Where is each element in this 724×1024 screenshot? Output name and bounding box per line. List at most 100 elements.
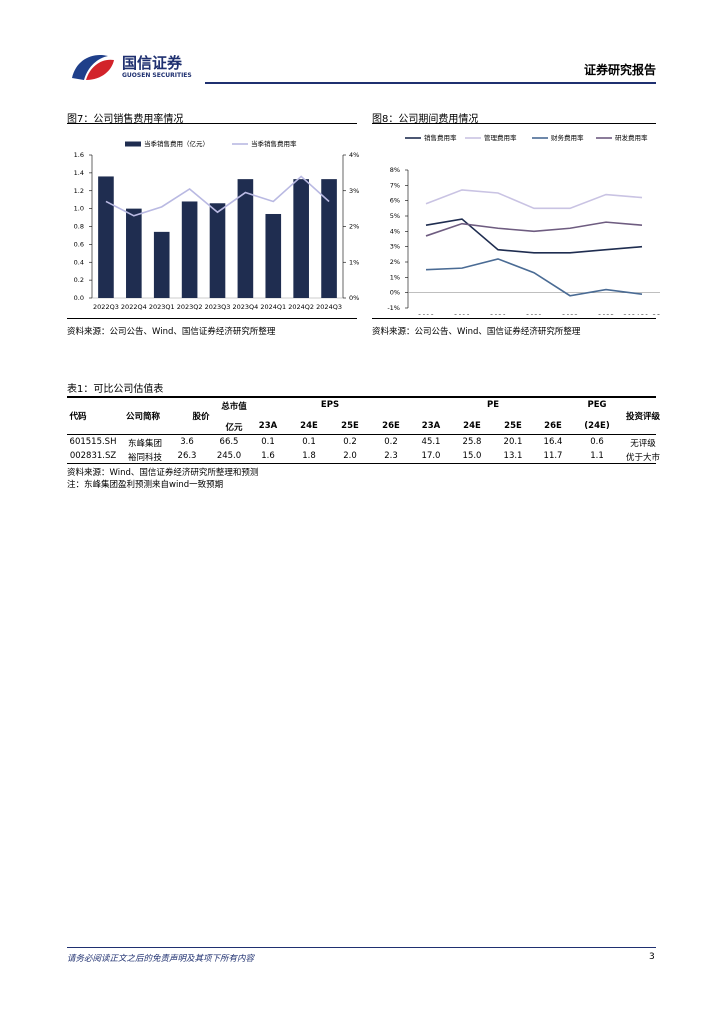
- table-header: 公司简称: [125, 412, 161, 422]
- bar: [209, 203, 226, 298]
- table-subheader: 26E: [544, 421, 562, 431]
- table-cell: 45.1: [421, 437, 441, 447]
- x-tick-label: 2024Q2: [288, 303, 314, 311]
- table-header: 代码: [69, 412, 87, 422]
- x-tick-label: 2023Q3: [205, 303, 231, 311]
- x-tick-label: 2023Q1: [149, 303, 175, 311]
- y2-tick-label: 3%: [349, 187, 359, 195]
- legend-label: 财务费用率: [551, 133, 584, 142]
- x-tick-label: 2020: [490, 313, 507, 315]
- table-subheader: 24E: [463, 421, 481, 431]
- y-tick-label: -1%: [387, 304, 400, 312]
- x-tick-label: 2024Q1: [260, 303, 286, 311]
- y-tick-label: 8%: [390, 166, 400, 174]
- y-tick-label: 7%: [390, 181, 400, 189]
- table-cell: 15.0: [462, 451, 482, 461]
- y-tick-label: 1.2: [74, 187, 84, 195]
- legend-label: 当季销售费用率: [251, 139, 297, 148]
- y-tick-label: 0.0: [74, 294, 84, 302]
- y-tick-label: 1%: [390, 273, 400, 281]
- line: [425, 258, 643, 297]
- y-tick-label: 2%: [390, 258, 400, 266]
- x-tick-label: 2024Q1-Q3: [623, 313, 661, 315]
- bar: [293, 179, 309, 298]
- table-source: 资料来源：Wind、国信证券经济研究所整理和预测: [67, 468, 259, 478]
- rule: [67, 318, 357, 319]
- bar: [265, 213, 282, 298]
- legend-label: 研发费用率: [615, 133, 648, 142]
- legend-label: 管理费用率: [484, 133, 517, 142]
- disclaimer: 请务必阅读正文之后的免责声明及其项下所有内容: [67, 954, 255, 964]
- bar: [321, 179, 337, 298]
- y-tick-label: 0.4: [74, 258, 84, 266]
- figure-title: 图7：公司销售费用率情况: [67, 114, 184, 125]
- table-cell: 0.2: [343, 437, 357, 447]
- y2-tick-label: 2%: [349, 223, 359, 231]
- chart: -1% 0% 1% 2% 3% 4% 5% 6% 7% 8% 2018 2019 2020 2021 202…: [387, 133, 661, 315]
- table-cell: 0.1: [302, 437, 316, 447]
- y2-tick-label: 4%: [349, 151, 359, 159]
- table-cell: 2.0: [343, 451, 357, 461]
- y-tick-label: 1.0: [74, 205, 84, 213]
- table-header: 股价: [192, 412, 210, 422]
- table-cell: 裕同科技: [127, 453, 163, 463]
- line: [425, 189, 643, 210]
- table-subheader: 亿元: [225, 423, 243, 433]
- figure-source: 资料来源：公司公告、Wind、国信证券经济研究所整理: [67, 327, 276, 337]
- table-header: PEG: [587, 400, 607, 410]
- table-cell: 66.5: [219, 437, 239, 447]
- x-tick-label: 2022Q4: [121, 303, 147, 311]
- y2-tick-label: 0%: [349, 294, 359, 302]
- table-rule: [67, 463, 656, 464]
- bar: [153, 231, 170, 298]
- figure-source: 资料来源：公司公告、Wind、国信证券经济研究所整理: [372, 327, 581, 337]
- table-cell: 优于大市: [625, 453, 661, 463]
- x-tick-label: 2023: [598, 313, 615, 315]
- table-subheader: 26E: [382, 421, 400, 431]
- table-header: 总市值: [221, 402, 247, 412]
- footer-rule: [67, 947, 656, 948]
- line: [425, 221, 643, 237]
- table-cell: 1.1: [590, 451, 604, 461]
- line: [105, 175, 330, 217]
- figure-title: 图8：公司期间费用情况: [372, 114, 479, 125]
- y-tick-label: 1.4: [74, 169, 84, 177]
- table-cell: 20.1: [503, 437, 523, 447]
- bar: [98, 176, 114, 298]
- table-note: 注：东峰集团盈利预测来自wind一致预期: [67, 480, 224, 490]
- table-title: 表1：可比公司估值表: [67, 384, 164, 395]
- rule: [372, 123, 656, 124]
- page-number: 3: [649, 952, 655, 962]
- table-cell: 17.0: [421, 451, 441, 461]
- x-tick-label: 2024Q3: [316, 303, 342, 311]
- y-tick-label: 3%: [390, 243, 400, 251]
- table-cell: 0.2: [384, 437, 398, 447]
- table-subheader: 25E: [341, 421, 359, 431]
- y-tick-label: 0.8: [74, 223, 84, 231]
- legend-swatch: [125, 141, 141, 147]
- table-header: EPS: [320, 400, 340, 410]
- table-cell: 0.6: [590, 437, 604, 447]
- table-cell: 26.3: [177, 451, 197, 461]
- bar: [237, 179, 254, 298]
- table-cell: 1.6: [261, 451, 275, 461]
- rule: [67, 123, 357, 124]
- table-subheader: 23A: [258, 421, 278, 431]
- x-tick-label: 2018: [418, 313, 435, 315]
- y-tick-label: 0%: [390, 289, 400, 297]
- x-tick-label: 2022Q3: [93, 303, 119, 311]
- table-cell: 0.1: [261, 437, 275, 447]
- table-subheader: 24E: [300, 421, 318, 431]
- x-tick-label: 2023Q4: [232, 303, 258, 311]
- table-cell: 无评级: [630, 439, 656, 449]
- chart: 0.0 0.2 0.4 0.6 0.8 1.0 1.2 1.4 1.6 0% 1% 2% 3% 4% 202…: [74, 139, 360, 311]
- x-tick-label: 2023Q2: [177, 303, 203, 311]
- x-tick-label: 2019: [454, 313, 471, 315]
- table-rule: [67, 434, 656, 435]
- table-header: 投资评级: [625, 412, 661, 422]
- table-cell: 002831.SZ: [69, 451, 117, 461]
- bar: [126, 208, 142, 298]
- legend-label: 销售费用率: [424, 133, 457, 142]
- table-cell: 601515.SH: [69, 437, 117, 447]
- table-subheader: 25E: [504, 421, 522, 431]
